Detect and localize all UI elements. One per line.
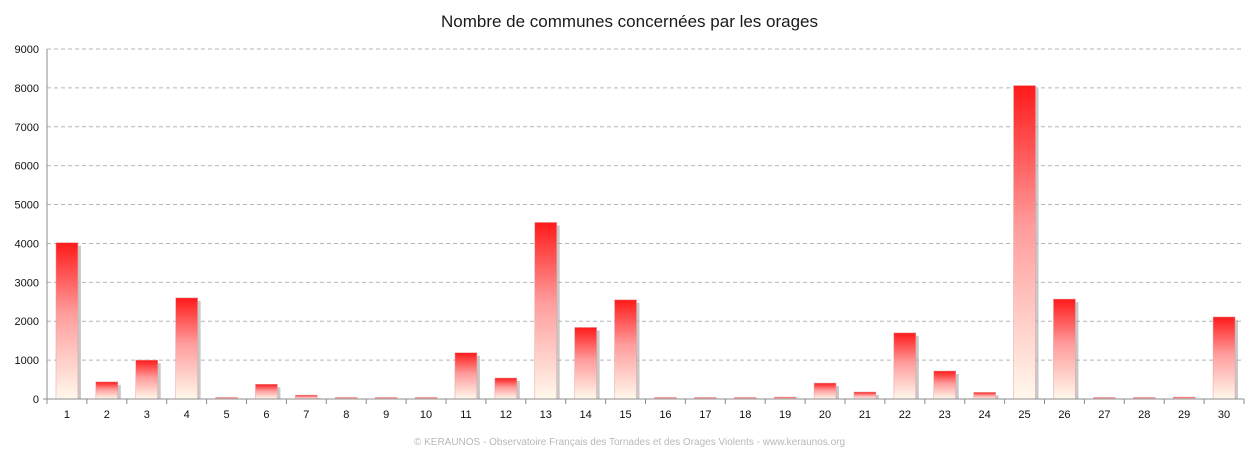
bar-7 — [295, 394, 318, 400]
x-tick-label: 14 — [580, 409, 592, 421]
x-tick-label: 24 — [979, 409, 991, 421]
grid-lines — [47, 48, 1244, 361]
x-tick-label: 12 — [500, 409, 512, 421]
bar-2 — [95, 381, 119, 400]
x-tick-label: 8 — [343, 409, 349, 421]
bar-4 — [175, 297, 198, 400]
x-tick-label: 21 — [859, 409, 871, 421]
bar-24 — [973, 392, 996, 400]
bar-22 — [893, 332, 917, 400]
x-tick-label: 28 — [1138, 409, 1150, 421]
y-tick-labels: 0 1000 2000 3000 4000 5000 6000 7000 8000 9000 — [15, 44, 39, 406]
y-tick-label: 9000 — [15, 44, 39, 56]
bar-3 — [135, 359, 158, 400]
x-tick-label: 4 — [184, 409, 190, 421]
x-tick-label: 20 — [819, 409, 831, 421]
x-tick-label: 15 — [619, 409, 631, 421]
bar-1 — [55, 242, 79, 400]
x-tick-label: 11 — [460, 409, 471, 421]
x-tick-label: 19 — [779, 409, 791, 421]
x-tick-labels: 1 2 3 4 5 6 7 8 9 10 11 12 13 14 15 16 17 18 19 20 21 22 23 24 2… — [64, 409, 1230, 421]
y-tick-label: 7000 — [15, 122, 39, 134]
bar-30 — [1212, 316, 1236, 400]
x-tick-label: 29 — [1178, 409, 1190, 421]
bar-23 — [933, 370, 956, 400]
bar-20 — [813, 382, 837, 400]
y-tick-label: 2000 — [15, 316, 39, 328]
x-tick-label: 2 — [104, 409, 110, 421]
x-tick-label: 13 — [540, 409, 552, 421]
x-tick-label: 17 — [699, 409, 711, 421]
x-tick-label: 1 — [64, 409, 70, 421]
copyright-footer: © KERAUNOS - Observatoire Français des T… — [413, 437, 846, 448]
x-tick-label: 23 — [939, 409, 951, 421]
chart-title: Nombre de communes concernées par les or… — [440, 12, 819, 31]
y-tick-label: 1000 — [15, 355, 39, 367]
x-tick-label: 30 — [1218, 409, 1230, 421]
y-tick-label: 5000 — [15, 200, 39, 212]
x-tick-label: 26 — [1058, 409, 1070, 421]
x-tick-label: 5 — [223, 409, 229, 421]
x-tick-label: 27 — [1098, 409, 1110, 421]
bar-11 — [454, 352, 478, 400]
x-tick-label: 6 — [263, 409, 269, 421]
x-tick-label: 3 — [144, 409, 150, 421]
y-tick-label: 6000 — [15, 161, 39, 173]
bar-21 — [853, 391, 877, 400]
bar-25 — [1013, 85, 1036, 400]
x-tick-label: 16 — [659, 409, 671, 421]
bars — [55, 85, 1236, 400]
x-tick-label: 18 — [739, 409, 751, 421]
y-tick-label: 3000 — [15, 277, 39, 289]
axes — [43, 49, 1245, 404]
x-tick-label: 9 — [383, 409, 389, 421]
bar-6 — [255, 383, 278, 400]
bar-12 — [494, 377, 518, 400]
bar-15 — [614, 299, 637, 400]
bar-13 — [534, 222, 557, 400]
y-tick-label: 4000 — [15, 238, 39, 250]
bar-14 — [574, 327, 597, 400]
x-tick-label: 7 — [303, 409, 309, 421]
x-tick-label: 22 — [899, 409, 911, 421]
y-tick-label: 8000 — [15, 83, 39, 95]
bar-26 — [1053, 298, 1076, 400]
x-tick-label: 10 — [420, 409, 432, 421]
y-tick-label: 0 — [33, 394, 39, 406]
x-tick-label: 25 — [1018, 409, 1030, 421]
